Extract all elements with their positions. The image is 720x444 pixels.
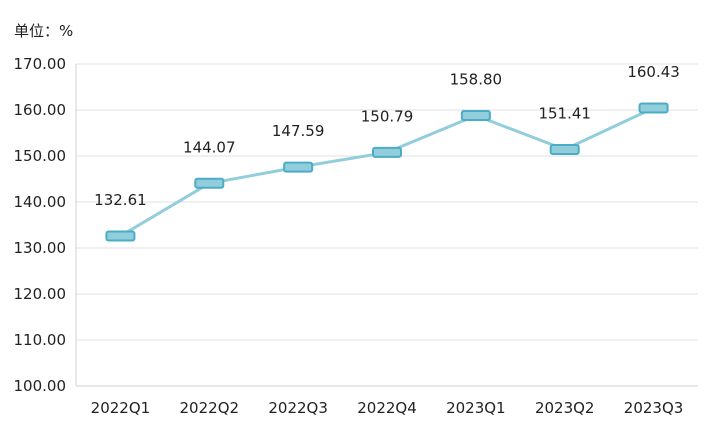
x-tick-label: 2023Q3: [624, 399, 684, 417]
series: [105, 102, 669, 242]
x-tick-label: 2023Q1: [446, 399, 506, 417]
y-tick-label: 170.00: [14, 55, 67, 73]
data-point-marker: [194, 177, 225, 189]
x-tick-label: 2023Q2: [535, 399, 595, 417]
data-point-marker: [372, 146, 402, 158]
x-tick-label: 2022Q2: [180, 399, 240, 417]
series-line: [119, 106, 655, 238]
data-label: 132.61: [94, 191, 147, 209]
data-label: 151.41: [538, 105, 591, 123]
data-label: 147.59: [272, 122, 325, 140]
x-tick-label: 2022Q1: [91, 399, 151, 417]
data-point-marker: [549, 144, 580, 156]
data-label: 150.79: [361, 107, 414, 125]
data-point-marker: [105, 230, 136, 242]
y-tick-label: 160.00: [14, 101, 67, 119]
axes: 100.00 110.00 120.00 130.00 140.00 150.00 160.…: [14, 55, 698, 417]
y-tick-label: 150.00: [14, 147, 67, 165]
data-point-marker: [283, 161, 314, 173]
data-labels: 132.61 144.07 147.59 150.79 158.80 151.41 160.…: [94, 63, 680, 209]
data-point-marker: [460, 110, 491, 122]
y-tick-label: 110.00: [14, 331, 67, 349]
x-tick-label: 2022Q3: [268, 399, 328, 417]
y-tick-label: 120.00: [14, 285, 67, 303]
x-tick-label: 2022Q4: [357, 399, 417, 417]
y-tick-label: 130.00: [14, 239, 67, 257]
gridlines: [76, 63, 698, 341]
y-tick-label: 140.00: [14, 193, 67, 211]
data-label: 160.43: [627, 63, 680, 81]
data-label: 158.80: [450, 71, 503, 89]
data-label: 144.07: [183, 138, 236, 156]
y-tick-label: 100.00: [14, 377, 67, 395]
data-point-marker: [638, 102, 669, 114]
unit-label: 单位：%: [14, 22, 73, 40]
